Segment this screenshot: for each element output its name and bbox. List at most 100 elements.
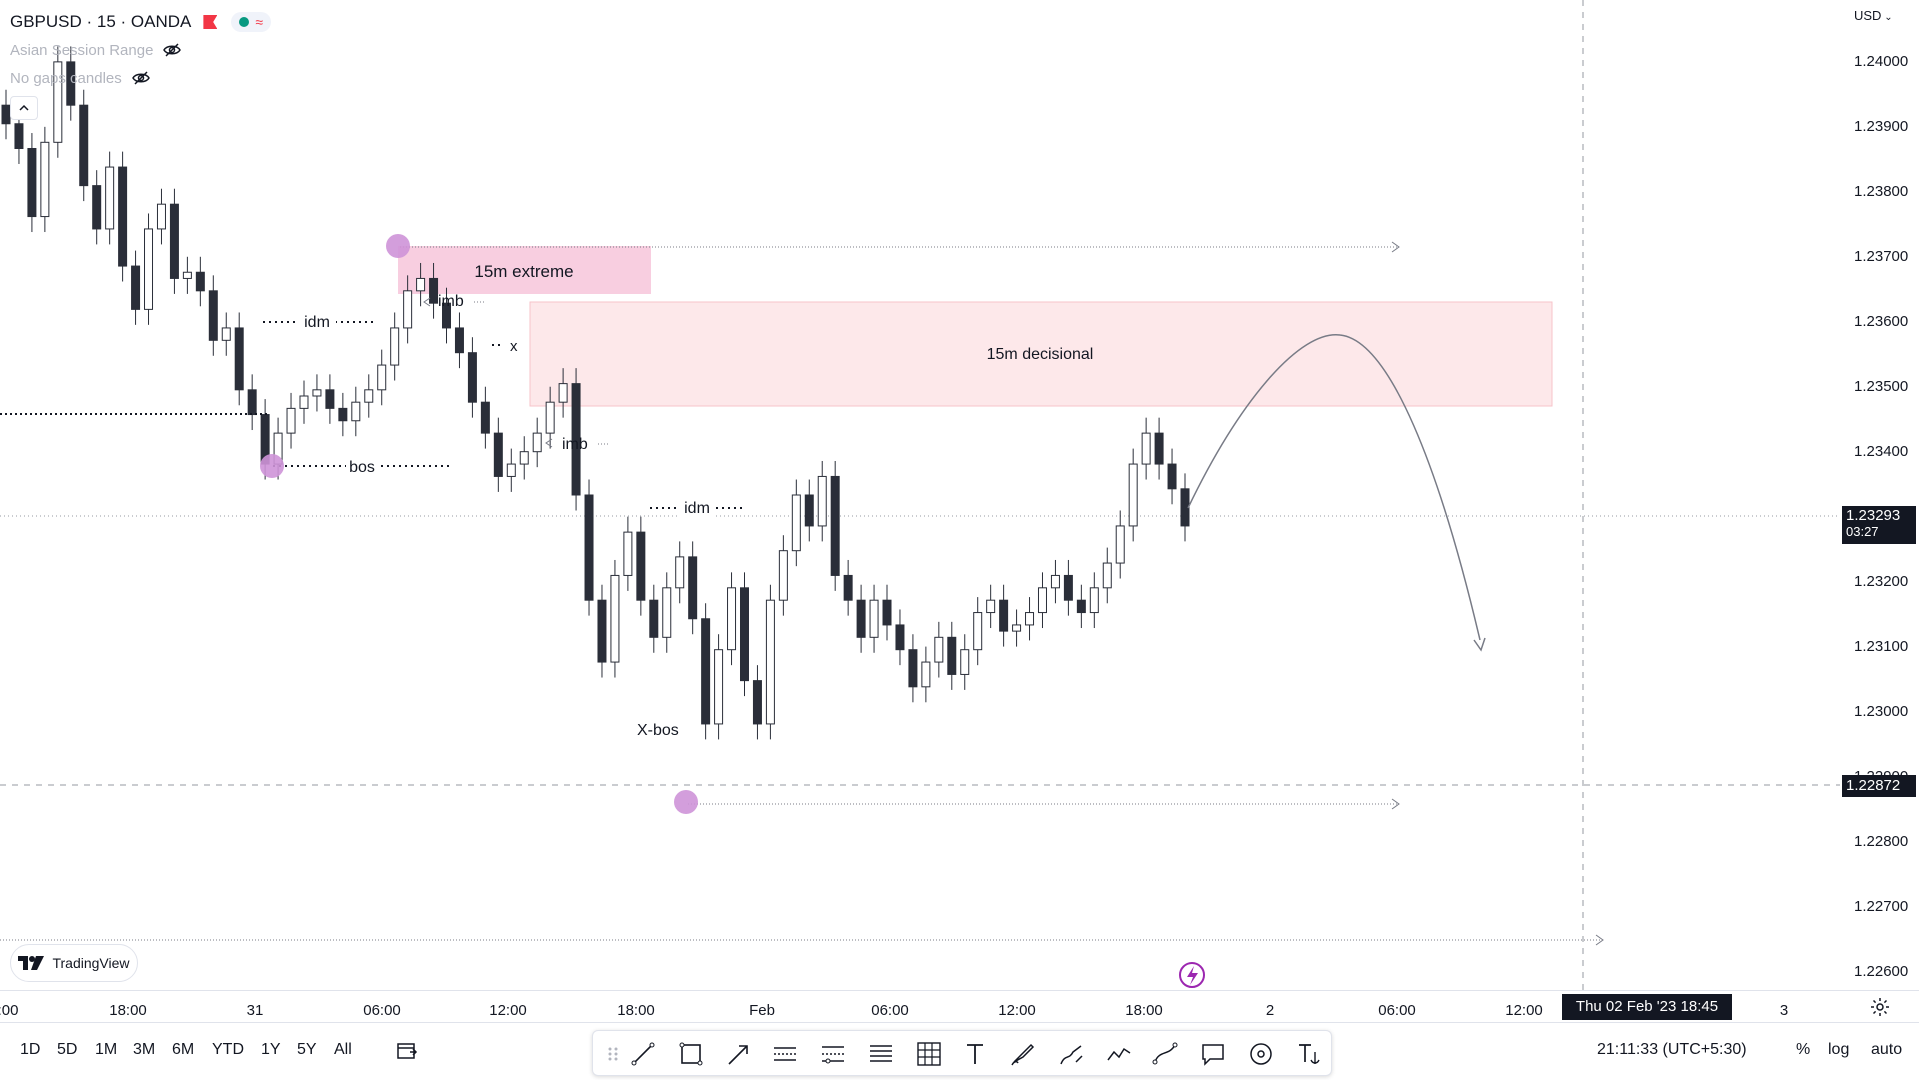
auto-toggle[interactable]: auto: [1871, 1041, 1903, 1058]
candle-body: [934, 636, 944, 663]
candle-body: [623, 531, 633, 576]
time-axis[interactable]: :00 18:00 31 06:00 12:00 18:00 Feb 06:00 12:00 18…: [0, 990, 1919, 1023]
fib-retracement-icon[interactable]: [867, 1040, 895, 1068]
market-status[interactable]: ≈: [231, 12, 272, 32]
candle-body: [973, 612, 983, 651]
currency-selector[interactable]: USD ⌄: [1854, 8, 1893, 23]
tradingview-logo[interactable]: TradingView: [10, 944, 138, 982]
path-icon[interactable]: [1057, 1040, 1085, 1068]
candle-body: [1076, 599, 1086, 614]
extreme-zone[interactable]: [398, 246, 651, 294]
time-tick: :00: [0, 1002, 19, 1019]
candle-body: [1012, 624, 1022, 632]
candle-body: [118, 166, 128, 267]
date-range-icon[interactable]: [396, 1041, 418, 1061]
indicator-asian-session[interactable]: Asian Session Range: [10, 41, 154, 59]
gann-box-icon[interactable]: [915, 1040, 943, 1068]
range-button-6m[interactable]: 6M: [172, 1041, 195, 1058]
candle-body: [714, 649, 724, 725]
x-bos-label: X-bos: [637, 722, 679, 739]
range-button-1m[interactable]: 1M: [95, 1041, 118, 1058]
swing-low-marker[interactable]: [260, 454, 284, 478]
low-ray-arrow: [1391, 798, 1400, 810]
anchored-text-icon[interactable]: [1295, 1040, 1323, 1068]
candle-body: [105, 166, 115, 230]
settings-gear-icon[interactable]: [1870, 997, 1890, 1017]
candle-body: [545, 401, 555, 434]
candle-body: [532, 432, 542, 453]
candle-body: [14, 123, 24, 149]
text-icon[interactable]: [961, 1040, 989, 1068]
candle-body: [312, 389, 322, 397]
collapse-legend-button[interactable]: [10, 96, 38, 120]
time-tick: 2: [1265, 1002, 1275, 1019]
market-open-icon: [239, 17, 250, 27]
range-button-5y[interactable]: 5Y: [297, 1041, 317, 1058]
price-axis[interactable]: USD ⌄ 1.24000 1.23900 1.23800 1.23700 1.2360…: [1840, 0, 1919, 990]
candle-body: [986, 599, 996, 614]
candle-body: [1050, 574, 1060, 589]
range-button-all[interactable]: All: [334, 1041, 352, 1058]
candle-body: [727, 587, 737, 651]
candle-body: [493, 432, 503, 477]
price-tick: 1.23400: [1854, 443, 1909, 460]
candle-body: [1102, 562, 1112, 589]
indicator-no-gaps[interactable]: No gaps candles: [10, 69, 122, 87]
candle-body: [221, 327, 231, 341]
parallel-channel-icon[interactable]: [771, 1040, 799, 1068]
candle-body: [830, 475, 840, 576]
price-label-icon[interactable]: [1247, 1040, 1275, 1068]
candle-body: [40, 141, 50, 218]
price-tick: 1.23600: [1854, 313, 1909, 330]
candle-body: [908, 649, 918, 688]
candle-body: [765, 599, 775, 725]
range-button-ytd[interactable]: YTD: [212, 1041, 244, 1058]
callout-icon[interactable]: [1199, 1040, 1227, 1068]
clock[interactable]: 21:11:33 (UTC+5:30): [1597, 1041, 1747, 1058]
candle-body: [1154, 432, 1164, 465]
log-toggle[interactable]: log: [1828, 1041, 1850, 1058]
candle-body: [442, 302, 452, 329]
eye-off-icon[interactable]: [163, 41, 182, 59]
candle-body: [1037, 587, 1047, 614]
swing-high-marker[interactable]: [386, 234, 410, 258]
low-marker[interactable]: [674, 790, 698, 814]
candle-body: [156, 203, 166, 230]
arrow-icon[interactable]: [725, 1040, 753, 1068]
candle-body: [182, 271, 192, 279]
candle-body: [843, 574, 853, 601]
imb-label-2: imb: [562, 436, 588, 453]
decisional-zone[interactable]: [529, 301, 1553, 407]
rectangle-icon[interactable]: [677, 1040, 705, 1068]
eye-off-icon[interactable]: [131, 69, 150, 87]
symbol-title[interactable]: GBPUSD · 15 · OANDA: [10, 12, 192, 31]
range-button-5d[interactable]: 5D: [57, 1041, 78, 1058]
time-tick: 18:00: [617, 1002, 655, 1019]
brush-icon[interactable]: [1009, 1040, 1037, 1068]
price-range-icon[interactable]: [819, 1040, 847, 1068]
projection-arrow: [1473, 637, 1486, 652]
idm-label-2: idm: [684, 500, 710, 517]
range-button-1d[interactable]: 1D: [20, 1041, 41, 1058]
chart-area[interactable]: 15m extreme 15m decisional idm bos idm i…: [0, 0, 1840, 990]
price-tick: 1.24000: [1854, 53, 1909, 70]
polyline-icon[interactable]: [1105, 1040, 1133, 1068]
candle-body: [195, 271, 205, 292]
percent-toggle[interactable]: %: [1796, 1041, 1811, 1058]
range-button-1y[interactable]: 1Y: [261, 1041, 281, 1058]
candle-body: [1128, 463, 1138, 527]
imb-arrow-2: [545, 438, 553, 448]
candle-body: [390, 327, 400, 366]
candle-body: [169, 203, 179, 279]
range-button-3m[interactable]: 3M: [133, 1041, 156, 1058]
candle-body: [1025, 612, 1035, 626]
trend-line-icon[interactable]: [629, 1040, 657, 1068]
flag-icon[interactable]: [203, 15, 218, 29]
candle-body: [856, 599, 866, 638]
candle-body: [467, 352, 477, 403]
drag-handle-icon[interactable]: [599, 1040, 618, 1068]
chart-canvas[interactable]: 15m extreme 15m decisional idm bos idm i…: [0, 0, 1840, 990]
curve-icon[interactable]: [1151, 1040, 1179, 1068]
price-tick: 1.22600: [1854, 963, 1909, 980]
data-wave-icon: ≈: [255, 14, 264, 30]
